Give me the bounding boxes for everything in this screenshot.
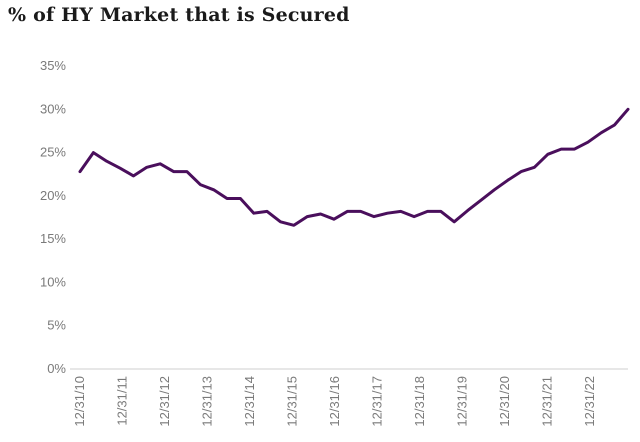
x-tick-label: 12/31/21: [539, 376, 554, 427]
x-tick-label: 12/31/18: [412, 376, 427, 427]
x-tick-label: 12/31/20: [497, 376, 512, 427]
y-tick-label: 10%: [40, 274, 66, 289]
y-tick-label: 0%: [47, 361, 66, 376]
y-tick-label: 20%: [40, 188, 66, 203]
x-tick-label: 12/31/19: [454, 376, 469, 427]
y-tick-label: 25%: [40, 145, 66, 160]
x-tick-label: 12/31/12: [157, 376, 172, 427]
x-axis: 12/31/10 12/31/11 12/31/12 12/31/13 12/31/14…: [72, 376, 597, 427]
x-tick-label: 12/31/11: [114, 376, 129, 426]
y-tick-label: 15%: [40, 231, 66, 246]
x-tick-label: 12/31/13: [199, 376, 214, 427]
y-tick-label: 30%: [40, 101, 66, 116]
y-axis: 0% 5% 10% 15% 20% 25% 30% 35%: [40, 58, 66, 376]
x-tick-label: 12/31/16: [327, 376, 342, 427]
x-tick-label: 12/31/22: [582, 376, 597, 427]
x-tick-label: 12/31/14: [242, 376, 257, 427]
x-tick-label: 12/31/17: [369, 376, 384, 427]
chart-title: % of HY Market that is Secured: [8, 4, 350, 26]
y-tick-label: 5%: [47, 318, 66, 333]
x-tick-label: 12/31/10: [72, 376, 87, 427]
x-tick-label: 12/31/15: [284, 376, 299, 427]
y-tick-label: 35%: [40, 58, 66, 73]
series-line: [78, 107, 630, 227]
